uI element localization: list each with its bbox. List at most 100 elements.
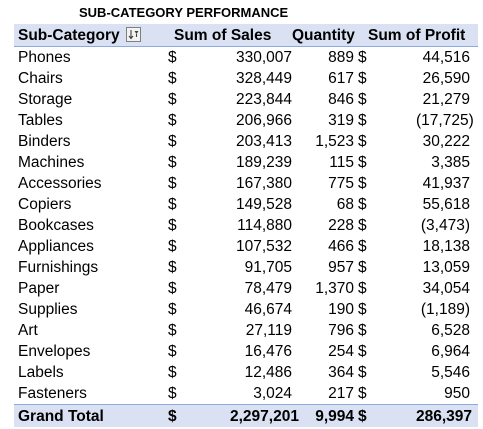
table-row: Supplies $46,674 190 $ (1,189) xyxy=(14,299,478,320)
row-sum-of-profit: 950 xyxy=(444,385,470,402)
currency-symbol: $ xyxy=(358,217,367,234)
currency-symbol: $ xyxy=(358,364,367,381)
row-sum-of-sales: 78,479 xyxy=(244,280,292,297)
table-row: Furnishings $91,705 957 $13,059 xyxy=(14,257,478,278)
currency-symbol: $ xyxy=(358,91,367,108)
currency-symbol: $ xyxy=(358,322,367,339)
row-quantity: 796 xyxy=(328,322,354,339)
row-sum-of-sales: 203,413 xyxy=(235,133,292,150)
row-quantity: 1,523 xyxy=(315,133,354,150)
currency-symbol: $ xyxy=(168,343,177,360)
header-quantity: Quantity xyxy=(292,24,355,47)
table-row: Storage $223,844 846 $21,279 xyxy=(14,89,478,110)
row-sum-of-sales: 206,966 xyxy=(235,112,292,129)
row-sum-of-sales: 114,880 xyxy=(237,217,292,234)
currency-symbol: $ xyxy=(168,301,177,318)
row-sum-of-sales: 330,007 xyxy=(235,49,292,66)
currency-symbol: $ xyxy=(168,385,177,402)
table-row: Chairs $328,449 617 $26,590 xyxy=(14,68,478,89)
grand-total-sales: 2,297,201 xyxy=(230,404,299,427)
row-sum-of-sales: 91,705 xyxy=(244,259,292,276)
row-sub-category: Binders xyxy=(18,133,71,150)
row-sub-category: Labels xyxy=(18,364,64,381)
table-title: SUB-CATEGORY PERFORMANCE xyxy=(79,5,289,20)
row-sub-category: Storage xyxy=(18,91,73,108)
grand-total-label: Grand Total xyxy=(14,404,168,427)
table-row: Copiers $149,528 68 $55,618 xyxy=(14,194,478,215)
currency-symbol: $ xyxy=(168,175,177,192)
grand-total-quantity: 9,994 xyxy=(292,404,354,427)
row-sub-category: Chairs xyxy=(18,70,63,87)
currency-symbol: $ xyxy=(358,301,367,318)
table-row: Fasteners $3,024 217 $950 xyxy=(14,383,478,405)
row-quantity: 957 xyxy=(328,259,354,276)
currency-symbol: $ xyxy=(358,280,367,297)
table-row: Envelopes $16,476 254 $6,964 xyxy=(14,341,478,362)
row-sum-of-profit: (17,725) xyxy=(416,112,474,129)
currency-symbol: $ xyxy=(168,49,177,66)
table-row: Labels $12,486 364 $5,546 xyxy=(14,362,478,383)
currency-symbol: $ xyxy=(358,70,367,87)
row-sub-category: Tables xyxy=(18,112,63,129)
row-quantity: 466 xyxy=(328,238,354,255)
currency-symbol: $ xyxy=(168,154,177,171)
row-sum-of-sales: 167,380 xyxy=(235,175,292,192)
row-sum-of-sales: 3,024 xyxy=(253,385,292,402)
table-row: Phones $330,007 889 $44,516 xyxy=(14,47,478,69)
row-sum-of-profit: 34,054 xyxy=(422,280,470,297)
currency-symbol: $ xyxy=(168,259,177,276)
row-sub-category: Fasteners xyxy=(18,385,87,402)
sort-filter-icon[interactable] xyxy=(125,26,141,42)
currency-symbol: $ xyxy=(358,112,367,129)
row-sub-category: Bookcases xyxy=(18,217,94,234)
table-row: Appliances $107,532 466 $18,138 xyxy=(14,236,478,257)
currency-symbol: $ xyxy=(358,343,367,360)
row-quantity: 190 xyxy=(328,301,354,318)
row-sum-of-profit: 13,059 xyxy=(422,259,470,276)
row-sum-of-profit: 5,546 xyxy=(431,364,470,381)
row-sub-category: Copiers xyxy=(18,196,72,213)
currency-symbol: $ xyxy=(168,404,230,427)
row-sum-of-sales: 189,239 xyxy=(235,154,292,171)
row-sub-category: Art xyxy=(18,322,38,339)
currency-symbol: $ xyxy=(168,70,177,87)
row-sum-of-profit: (1,189) xyxy=(420,301,470,318)
currency-symbol: $ xyxy=(168,238,177,255)
row-sub-category: Supplies xyxy=(18,301,78,318)
row-sum-of-sales: 16,476 xyxy=(244,343,292,360)
table-row: Binders $203,413 1,523 $30,222 xyxy=(14,131,478,152)
pivot-table: Sub-Category Sum of Sales Quantity Sum o… xyxy=(14,24,478,427)
row-sum-of-profit: 18,138 xyxy=(422,238,470,255)
row-sum-of-profit: 44,516 xyxy=(422,49,470,66)
row-sum-of-sales: 328,449 xyxy=(235,70,292,87)
currency-symbol: $ xyxy=(358,385,367,402)
row-sum-of-sales: 27,119 xyxy=(245,322,292,339)
currency-symbol: $ xyxy=(168,217,177,234)
row-sum-of-sales: 223,844 xyxy=(235,91,292,108)
row-sum-of-profit: 30,222 xyxy=(422,133,470,150)
row-sum-of-profit: 6,528 xyxy=(431,322,470,339)
row-quantity: 846 xyxy=(328,91,354,108)
row-sum-of-profit: 6,964 xyxy=(431,343,470,360)
row-sub-category: Phones xyxy=(18,49,71,66)
currency-symbol: $ xyxy=(168,91,177,108)
currency-symbol: $ xyxy=(358,238,367,255)
row-quantity: 364 xyxy=(328,364,354,381)
currency-symbol: $ xyxy=(168,133,177,150)
row-quantity: 115 xyxy=(329,154,354,171)
header-sub-category: Sub-Category xyxy=(14,24,168,47)
table-row: Bookcases $114,880 228 $ (3,473) xyxy=(14,215,478,236)
row-quantity: 775 xyxy=(328,175,354,192)
currency-symbol: $ xyxy=(358,49,367,66)
row-sum-of-profit: 55,618 xyxy=(422,196,470,213)
table-row: Tables $206,966 319 $ (17,725) xyxy=(14,110,478,131)
row-sub-category: Accessories xyxy=(18,175,102,192)
grand-total-row: Grand Total $ 2,297,201 9,994 $ 286,397 xyxy=(14,404,478,427)
row-sum-of-profit: 26,590 xyxy=(422,70,470,87)
currency-symbol: $ xyxy=(168,364,177,381)
row-quantity: 319 xyxy=(328,112,354,129)
row-sum-of-sales: 12,486 xyxy=(244,364,292,381)
currency-symbol: $ xyxy=(168,196,177,213)
table-row: Machines $189,239 115 $3,385 xyxy=(14,152,478,173)
row-quantity: 1,370 xyxy=(315,280,354,297)
